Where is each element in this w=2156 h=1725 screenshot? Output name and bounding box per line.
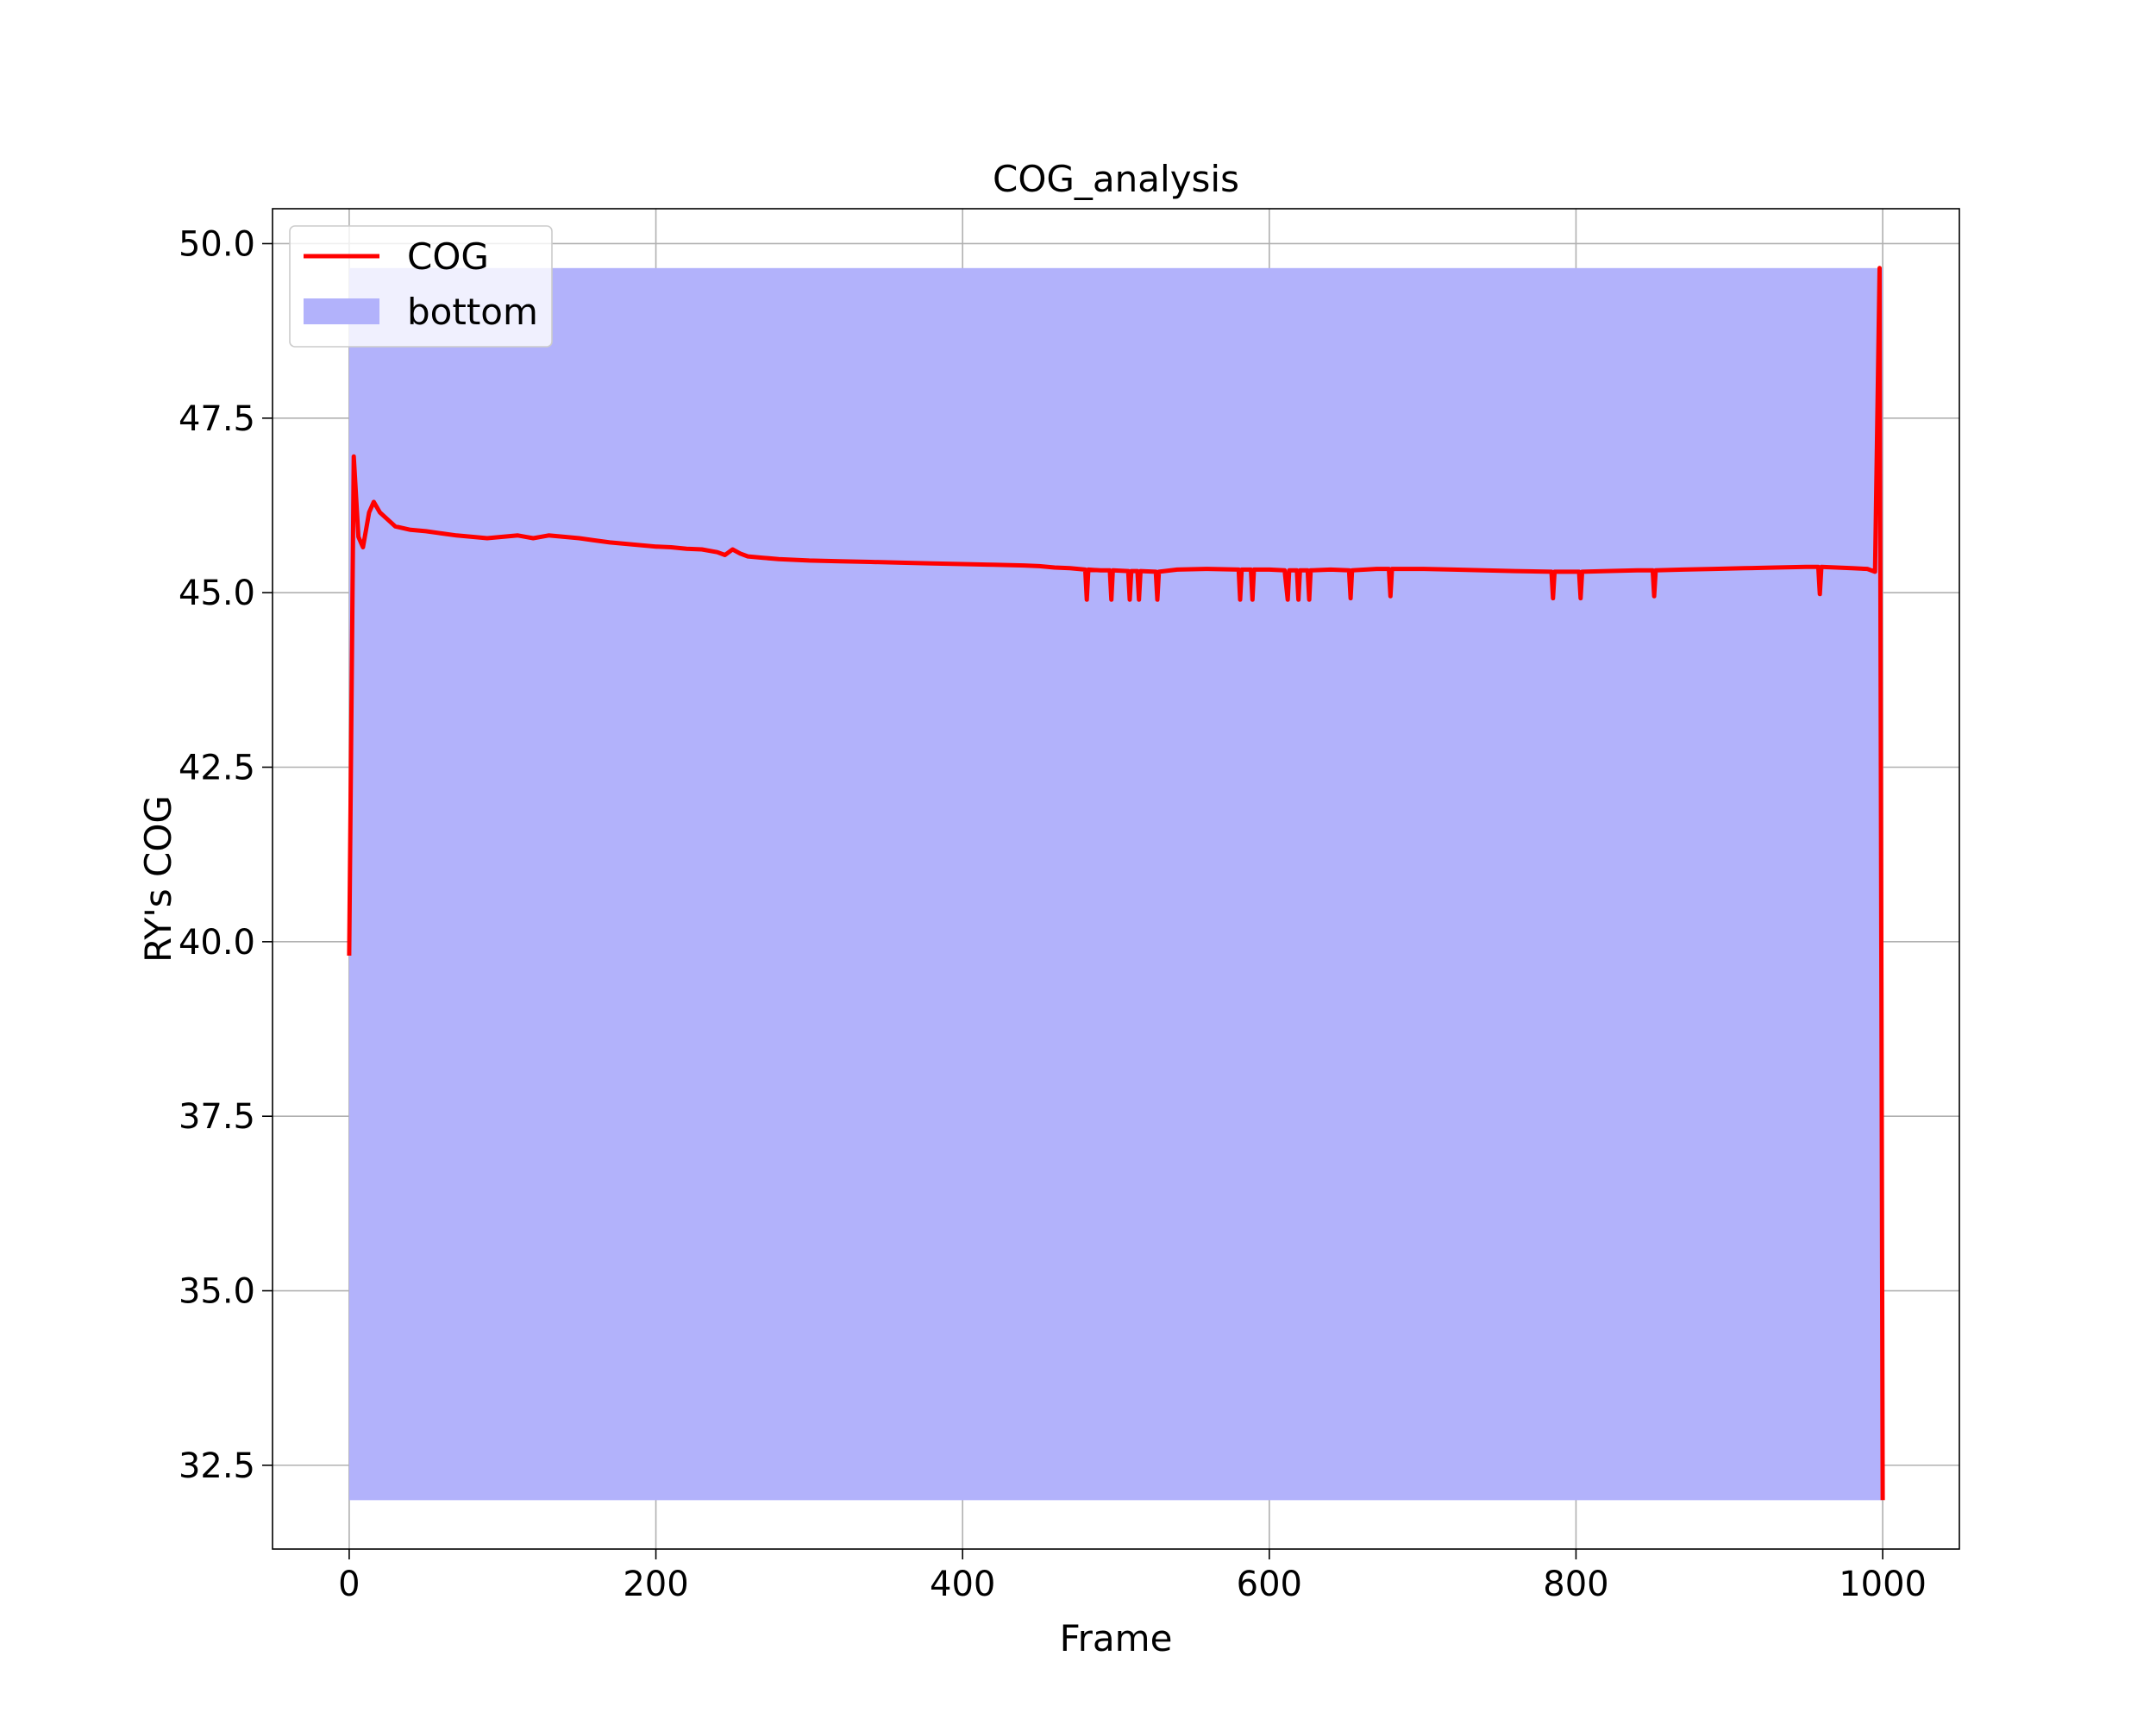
y-tick-label: 45.0: [179, 574, 255, 613]
x-tick-label: 200: [623, 1565, 688, 1604]
legend-label-bottom: bottom: [407, 291, 538, 333]
y-tick-label: 37.5: [179, 1097, 255, 1137]
y-axis-ticks: 32.5 35.0 37.5 40.0 42.5 45.0 47.5 50.0: [179, 224, 273, 1486]
x-axis-label: Frame: [1060, 1617, 1173, 1659]
x-tick-label: 400: [930, 1565, 995, 1604]
cog-series-line: [347, 266, 1885, 1501]
bottom-fill-area: [348, 267, 1883, 1501]
line-layer: [347, 266, 1885, 1501]
x-tick-label: 600: [1237, 1565, 1302, 1604]
x-tick-label: 0: [338, 1565, 360, 1604]
y-axis-label: RY's COG: [137, 795, 179, 963]
x-tick-label: 800: [1543, 1565, 1608, 1604]
fill-area-layer: [348, 267, 1883, 1501]
x-tick-label: 1000: [1839, 1565, 1927, 1604]
plot-frame: [272, 208, 1960, 1550]
y-tick-label: 40.0: [179, 923, 255, 963]
y-tick-label: 35.0: [179, 1272, 255, 1312]
y-tick-label: 32.5: [179, 1446, 255, 1486]
y-tick-label: 42.5: [179, 749, 255, 788]
chart-title: COG_analysis: [993, 158, 1239, 200]
y-tick-label: 47.5: [179, 399, 255, 439]
legend: COG bottom: [289, 225, 553, 348]
legend-swatch-bottom: [304, 298, 379, 324]
x-axis-ticks: 0 200 400 600 800 1000: [338, 1549, 1927, 1604]
legend-label-cog: COG: [407, 235, 489, 278]
y-tick-label: 50.0: [179, 224, 255, 264]
